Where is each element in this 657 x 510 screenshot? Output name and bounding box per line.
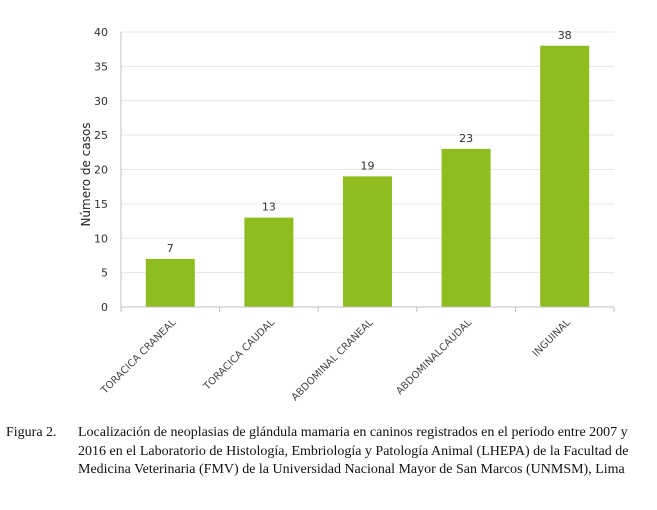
y-tick-label: 25	[94, 129, 108, 142]
chart-container: 7 13 19 23 38 0 5 10 15 20 25 30 35 40 TORACICA CRANE…	[79, 26, 615, 403]
y-tick-label: 30	[94, 95, 108, 108]
bars: 7 13 19 23 38	[145, 29, 590, 307]
bar	[145, 258, 195, 307]
data-label: 13	[262, 201, 276, 214]
y-tick-label: 5	[101, 267, 108, 280]
data-label: 7	[167, 242, 174, 255]
caption-label: Figura 2.	[6, 425, 57, 440]
y-tick-label: 20	[94, 164, 108, 177]
y-tick-label: 10	[94, 232, 108, 245]
bar	[343, 176, 392, 307]
x-category-label: TORACICA CAUDAL	[201, 317, 277, 393]
y-axis-title: Número de casos	[79, 122, 93, 226]
bar-chart: 7 13 19 23 38 0 5 10 15 20 25 30 35 40 TORACICA CRANE…	[79, 26, 615, 403]
x-category-label: INGUINAL	[531, 317, 573, 359]
data-label: 23	[459, 132, 473, 145]
bar	[244, 217, 294, 307]
caption-text: Localización de neoplasias de glándula m…	[78, 425, 629, 477]
y-tick-label: 0	[101, 301, 108, 314]
data-label: 19	[361, 159, 375, 172]
data-label: 38	[558, 29, 572, 42]
y-tick-label: 40	[94, 26, 108, 39]
x-category-label: ABDOMINAL CRANEAL	[290, 317, 376, 403]
x-category-label: ABDOMINALCAUDAL	[394, 317, 474, 397]
y-tick-label: 15	[94, 198, 108, 211]
x-category-label: TORACICA CRANEAL	[99, 317, 179, 397]
bar	[540, 45, 590, 307]
y-tick-label: 35	[94, 60, 108, 73]
bar	[441, 148, 491, 307]
